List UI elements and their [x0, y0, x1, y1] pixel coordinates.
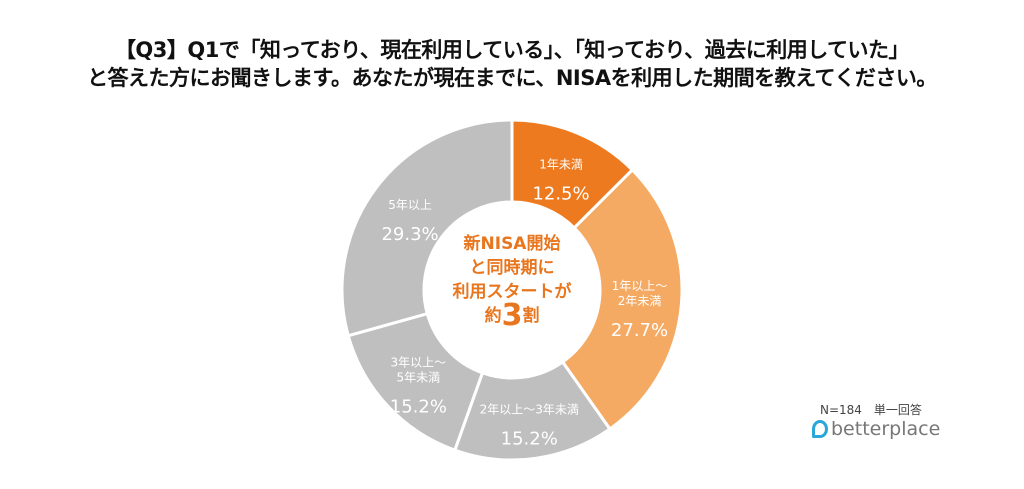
category-label: 1年以上～	[612, 279, 668, 293]
logo-mark-icon	[812, 420, 828, 438]
center-callout: 新NISA開始 と同時期に 利用スタートが 約3割	[432, 232, 592, 331]
slice-label-2: 1年以上～2年未満 27.7%	[611, 279, 668, 341]
center-line4: 約3割	[432, 301, 592, 331]
category-label: 1年未満	[539, 157, 583, 171]
slice-label-4: 3年以上～5年未満 15.2%	[390, 355, 447, 417]
center-line3: 利用スタートが	[452, 282, 572, 302]
slice-label-1: 1年未満 12.5%	[532, 157, 589, 204]
category-label: 2年未満	[618, 294, 662, 308]
chart-title-line2: と答えた方にお聞きします。あなたが現在までに、NISAを利用した期間を教えてくだ…	[87, 66, 937, 90]
betterplace-logo: betterplace	[812, 418, 940, 440]
category-label: 2年以上～3年未満	[480, 402, 579, 416]
category-label: 5年以上	[388, 198, 432, 212]
sample-note: N=184 単一回答	[820, 403, 922, 417]
chart-title-line1: 【Q3】Q1で「知っており、現在利用している」、「知っており、過去に利用していた…	[114, 38, 910, 62]
value-label: 15.2%	[390, 396, 447, 417]
value-label: 12.5%	[532, 183, 589, 204]
slice-5	[340, 118, 514, 338]
category-label: 5年未満	[397, 370, 441, 384]
center-line4-post: 割	[522, 306, 540, 326]
slice-label-3: 2年以上～3年未満 15.2%	[480, 402, 579, 449]
value-label: 15.2%	[501, 428, 558, 449]
category-label: 3年以上～	[391, 355, 447, 369]
center-line2: と同時期に	[469, 258, 555, 278]
center-big-number: 3	[501, 298, 523, 333]
value-label: 29.3%	[381, 224, 438, 245]
logo-text: betterplace	[831, 418, 941, 440]
slice-label-5: 5年以上 29.3%	[381, 198, 438, 245]
value-label: 27.7%	[611, 320, 668, 341]
center-line1: 新NISA開始	[463, 234, 561, 254]
center-line4-pre: 約	[484, 306, 502, 326]
slice-2	[560, 167, 684, 432]
